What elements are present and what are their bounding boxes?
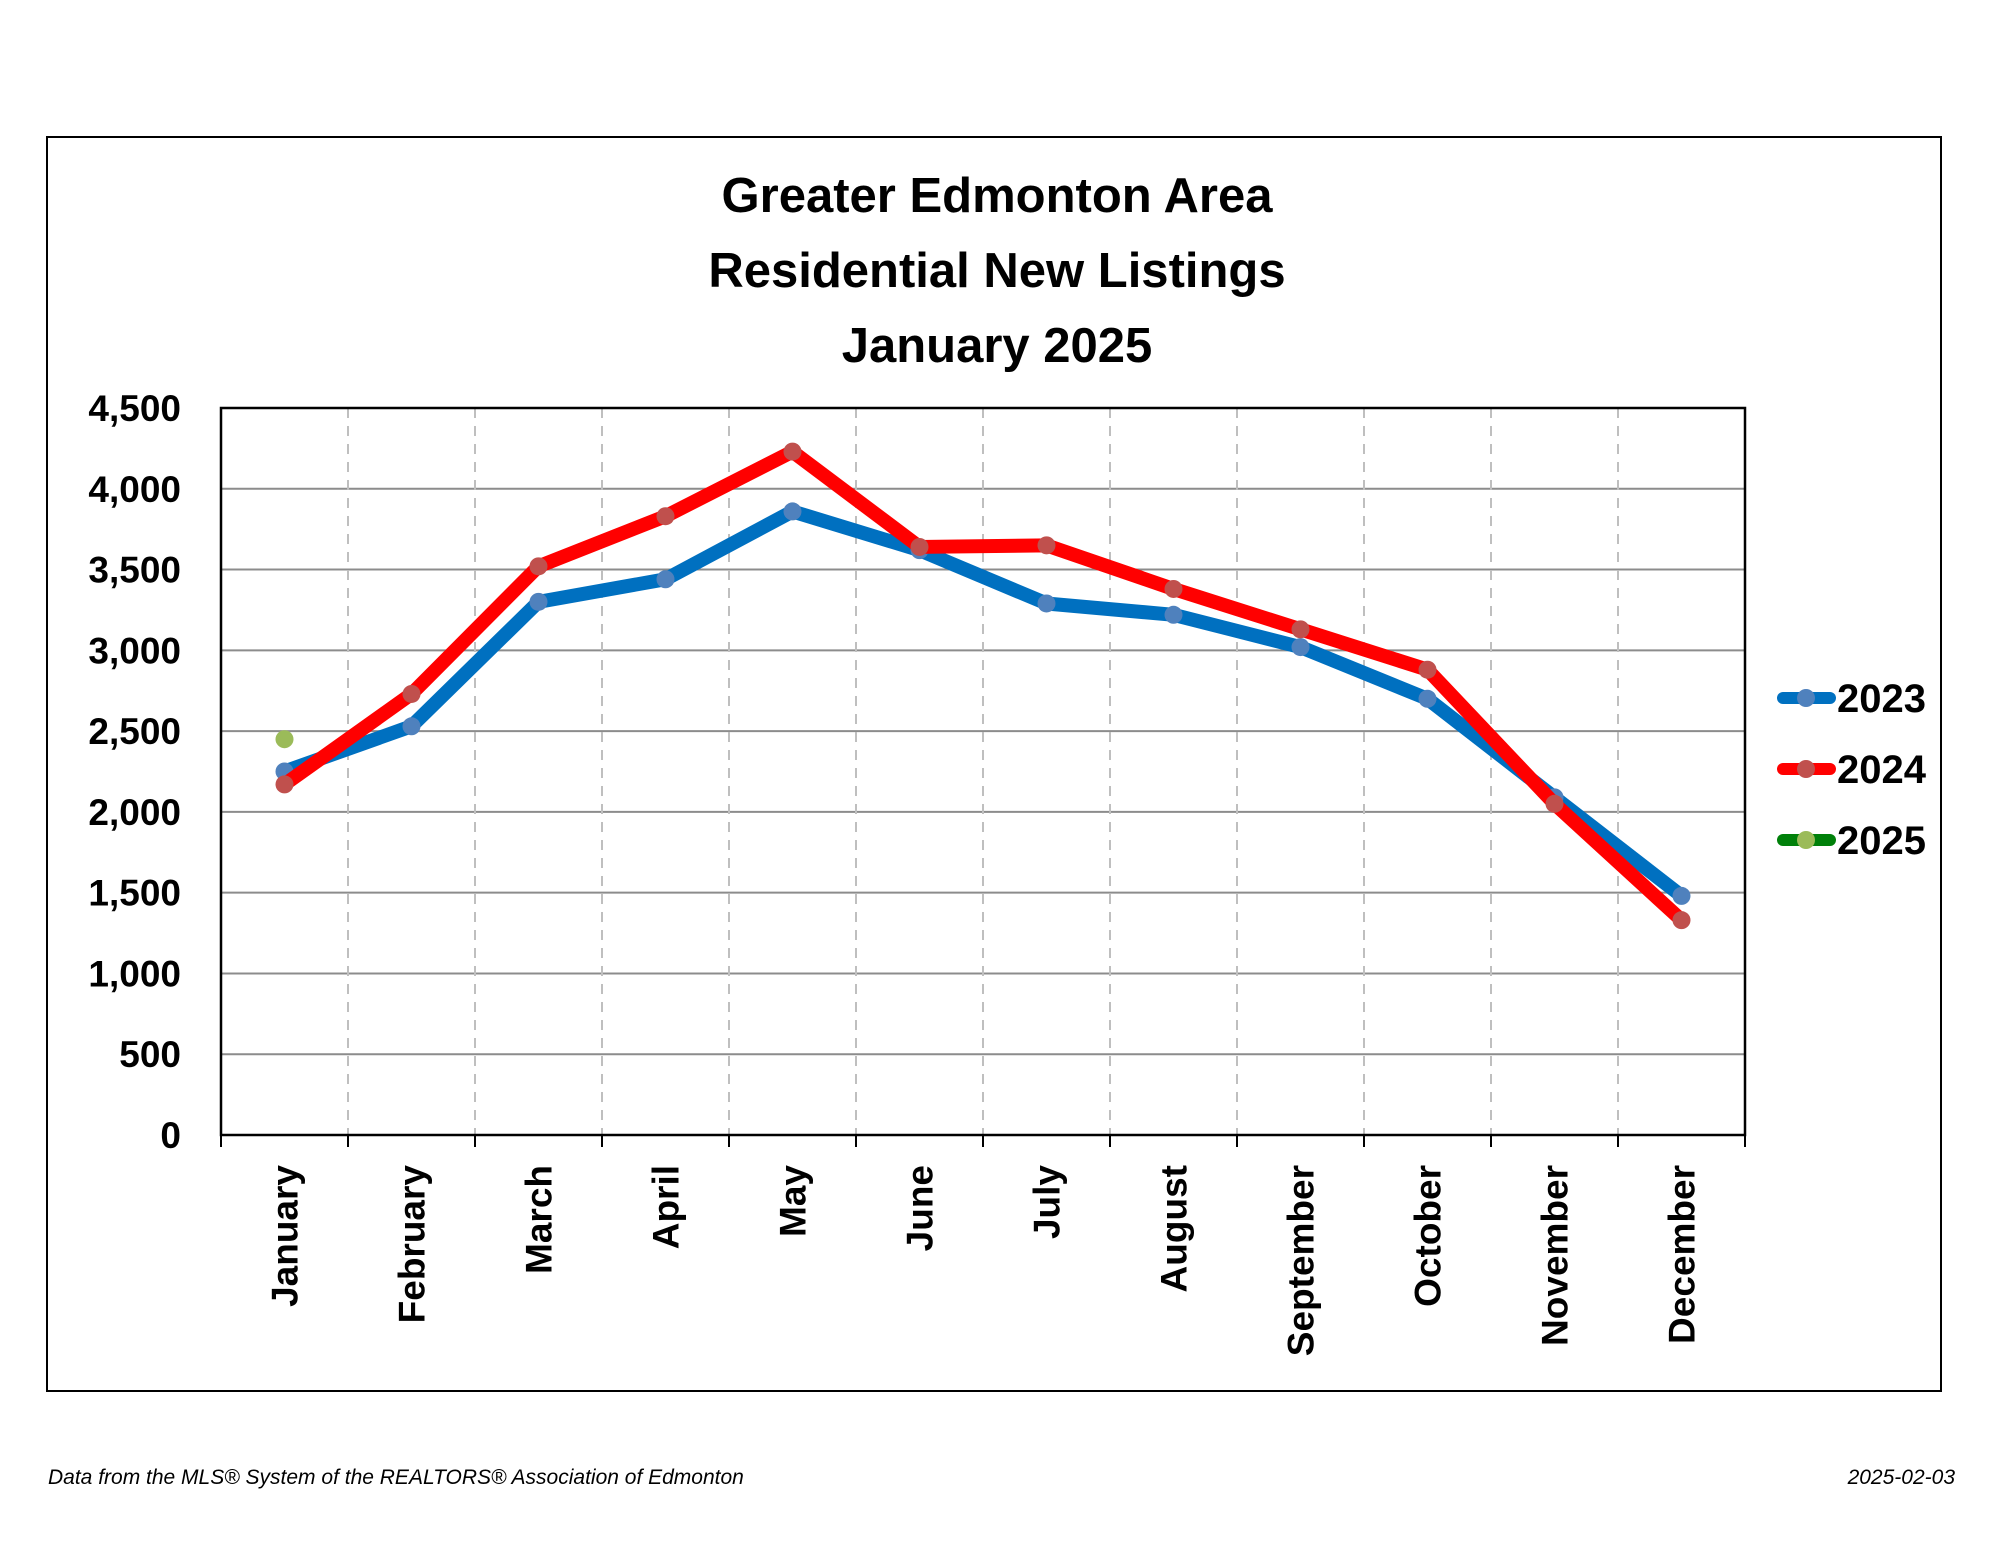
- x-tick-label: October: [1408, 1165, 1449, 1307]
- data-point-2024: [1164, 579, 1183, 598]
- data-point-2023: [1291, 638, 1310, 657]
- data-point-2023: [1164, 605, 1183, 624]
- legend-label: 2024: [1837, 748, 1927, 792]
- data-point-2024: [1291, 620, 1310, 639]
- series-line-2024: [277, 444, 1689, 928]
- data-point-2024: [1037, 536, 1056, 555]
- data-point-2024: [402, 684, 421, 703]
- y-tick-label: 2,500: [88, 711, 181, 752]
- x-tick-label: January: [265, 1165, 306, 1307]
- y-tick-label: 4,500: [88, 388, 181, 429]
- legend-item-2024: 2024: [1777, 748, 1927, 792]
- series-layer: [275, 442, 1691, 930]
- y-tick-label: 1,000: [88, 953, 181, 994]
- data-point-2024: [1545, 794, 1564, 813]
- data-point-2023: [656, 570, 675, 589]
- legend-label: 2025: [1837, 819, 1926, 863]
- y-tick-label: 4,000: [88, 469, 181, 510]
- legend-item-2025: 2025: [1777, 819, 1926, 863]
- x-tick-label: June: [900, 1165, 941, 1251]
- data-point-2024: [1672, 911, 1691, 930]
- data-point-2023: [783, 502, 802, 521]
- x-tick-label: July: [1027, 1165, 1068, 1239]
- y-tick-label: 1,500: [88, 873, 181, 914]
- x-tick-label: December: [1662, 1165, 1703, 1344]
- legend-marker: [1797, 831, 1815, 849]
- report-date: 2025-02-03: [1847, 1466, 1955, 1489]
- data-point-2023: [1672, 886, 1691, 905]
- data-point-2023: [1037, 594, 1056, 613]
- legend-marker: [1797, 760, 1815, 778]
- data-point-2025: [275, 730, 294, 749]
- chart-title-line-3: January 2025: [842, 319, 1153, 373]
- x-tick-label: March: [519, 1165, 560, 1274]
- series-2024: [275, 442, 1691, 930]
- chart-title: Greater Edmonton Area Residential New Li…: [708, 169, 1285, 373]
- data-point-2024: [910, 537, 929, 556]
- x-tick-label: September: [1281, 1165, 1322, 1356]
- data-point-2024: [1418, 660, 1437, 679]
- data-point-2024: [783, 442, 802, 461]
- data-point-2023: [402, 717, 421, 736]
- data-point-2024: [529, 557, 548, 576]
- x-tick-label: November: [1535, 1165, 1576, 1346]
- chart-title-line-2: Residential New Listings: [708, 244, 1285, 298]
- legend-item-2023: 2023: [1777, 677, 1926, 721]
- chart-title-line-1: Greater Edmonton Area: [722, 169, 1274, 223]
- x-tick-label: April: [646, 1165, 687, 1249]
- data-point-2023: [529, 592, 548, 611]
- legend-marker: [1797, 689, 1815, 707]
- series-line-2023: [277, 504, 1689, 903]
- y-tick-label: 3,000: [88, 630, 181, 671]
- chart-frame: [46, 136, 1942, 1392]
- y-tick-label: 500: [119, 1034, 181, 1075]
- legend-label: 2023: [1837, 677, 1926, 721]
- legend: 2023 2024 2025: [1777, 677, 1927, 863]
- source-note: Data from the MLS® System of the REALTOR…: [48, 1466, 744, 1489]
- data-point-2023: [1418, 689, 1437, 708]
- data-point-2024: [656, 507, 675, 526]
- data-point-2024: [275, 775, 294, 794]
- y-tick-label: 3,500: [88, 550, 181, 591]
- x-tick-label: February: [392, 1165, 433, 1324]
- x-tick-label: May: [773, 1165, 814, 1237]
- y-tick-label: 0: [160, 1115, 181, 1156]
- axis-layer: 0 500 1,000 1,500 2,000 2,500 3,000 3,500 4,000 4…: [88, 388, 1747, 1356]
- series-2025: [275, 730, 294, 749]
- y-tick-label: 2,000: [88, 792, 181, 833]
- x-tick-label: August: [1154, 1165, 1195, 1292]
